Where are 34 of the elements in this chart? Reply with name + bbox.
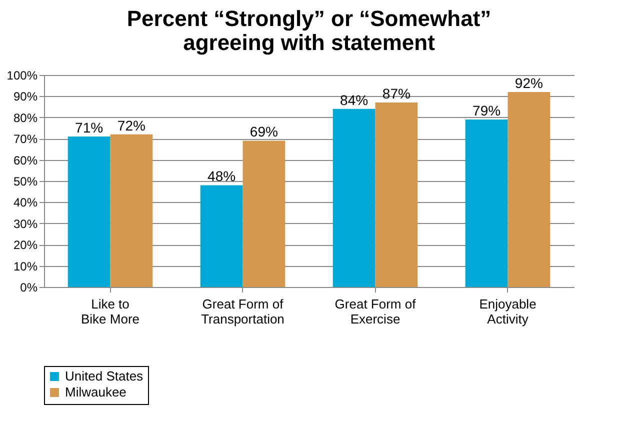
bar (68, 136, 110, 287)
data-label: 87% (382, 86, 410, 102)
bar (465, 120, 508, 287)
bar (332, 108, 376, 287)
y-tick-label: 30% (13, 216, 38, 231)
x-tick-label: Enjoyable Activity (479, 296, 536, 326)
y-tick-label: 70% (13, 132, 38, 146)
x-tick-label: Great Form of Transportation (201, 296, 284, 326)
data-label: 72% (117, 117, 146, 134)
data-label: 84% (340, 92, 368, 108)
legend-label: Milwaukee (65, 384, 126, 400)
data-label: 71% (75, 119, 104, 136)
bar (242, 140, 286, 287)
data-label: 92% (514, 74, 543, 91)
y-tick-label: 10% (13, 259, 38, 274)
bar (110, 134, 153, 287)
y-tick-label: 60% (13, 153, 38, 168)
y-tick-label: 100% (6, 68, 38, 82)
y-tick-label: 80% (13, 110, 38, 125)
data-label: 79% (472, 102, 501, 119)
legend-label: United States (65, 368, 144, 384)
y-tick-label: 50% (13, 174, 38, 188)
y-tick-label: 40% (13, 196, 38, 210)
x-tick-label: Like to Bike More (80, 296, 140, 326)
data-label: 69% (250, 124, 278, 140)
bar (375, 102, 418, 287)
bar (200, 185, 243, 287)
data-label: 48% (208, 168, 236, 184)
y-tick-label: 20% (13, 238, 38, 252)
bar (508, 92, 550, 287)
x-tick-label: Great Form of Exercise (334, 296, 416, 326)
y-tick-label: 0% (20, 280, 38, 294)
y-tick-label: 90% (13, 90, 38, 104)
chart-title: Percent “Strongly” or “Somewhat” agreeing with statement (126, 6, 492, 55)
